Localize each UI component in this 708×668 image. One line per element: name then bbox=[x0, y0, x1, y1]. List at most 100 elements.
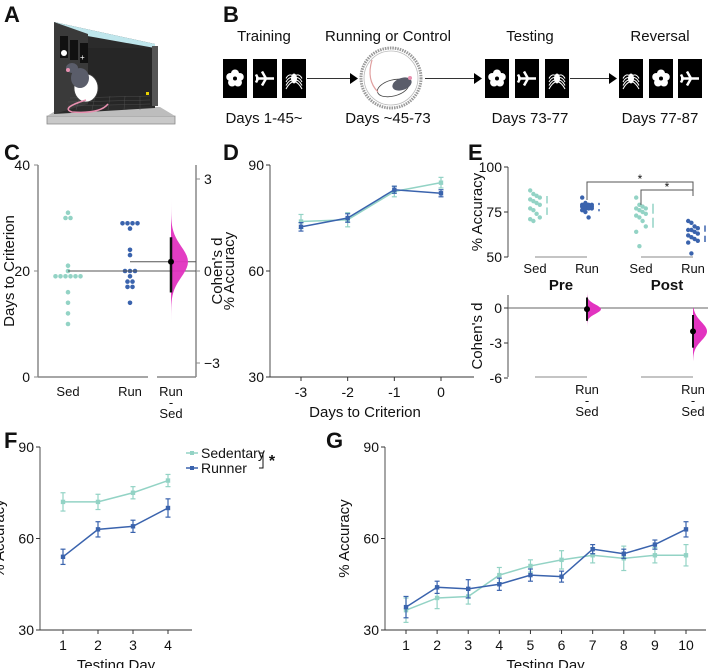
flower-center bbox=[233, 76, 237, 81]
data-point bbox=[580, 208, 585, 213]
flower-icon bbox=[226, 69, 244, 87]
spider-leg bbox=[285, 80, 295, 90]
x-tick-label: 1 bbox=[402, 637, 410, 653]
running-wheel-icon bbox=[359, 46, 423, 110]
effect-y-tick-label: 0 bbox=[494, 300, 502, 316]
svg-text:+: + bbox=[80, 53, 85, 62]
data-point bbox=[120, 221, 125, 226]
data-point bbox=[652, 542, 658, 547]
flower-petal bbox=[495, 78, 504, 87]
flower-center bbox=[659, 76, 663, 81]
series-line-sedentary bbox=[300, 181, 442, 223]
y-axis-label: % Accuracy bbox=[221, 231, 238, 310]
data-point bbox=[65, 311, 71, 316]
data-point bbox=[125, 279, 130, 284]
y-tick-label: 50 bbox=[486, 249, 502, 265]
data-point bbox=[559, 557, 564, 563]
y-axis-label: % Accuracy bbox=[336, 499, 353, 578]
data-point bbox=[528, 572, 533, 578]
data-point bbox=[580, 204, 585, 209]
legend-marker bbox=[190, 466, 194, 470]
data-point bbox=[497, 582, 502, 587]
data-point bbox=[130, 284, 135, 290]
spider-leg bbox=[548, 77, 558, 83]
data-point bbox=[528, 206, 533, 211]
data-point bbox=[583, 200, 588, 206]
significance-star: * bbox=[269, 453, 276, 470]
airplane-shape bbox=[516, 70, 536, 87]
data-point bbox=[580, 195, 585, 200]
series-line-sedentary bbox=[405, 554, 686, 611]
data-point bbox=[63, 274, 68, 279]
y-axis-label: % Accuracy bbox=[469, 172, 486, 251]
right-y-axis-label: Cohen's d bbox=[209, 237, 226, 304]
y-tick-label: 90 bbox=[363, 439, 379, 455]
y-tick-label: 60 bbox=[363, 531, 379, 547]
data-point bbox=[590, 546, 595, 552]
stage-days: Days 77-87 bbox=[621, 110, 699, 127]
data-point bbox=[640, 218, 645, 224]
data-point bbox=[392, 187, 397, 192]
data-point bbox=[534, 200, 539, 206]
spider-icon bbox=[622, 73, 640, 90]
spider-leg bbox=[293, 74, 303, 79]
spider-leg bbox=[293, 77, 303, 83]
x-tick-label: 7 bbox=[589, 637, 597, 653]
flower-petal bbox=[226, 72, 235, 81]
data-point bbox=[640, 204, 645, 209]
effect-label: - bbox=[169, 395, 173, 410]
data-point bbox=[537, 215, 542, 220]
x-tick-label: Run bbox=[681, 261, 705, 276]
spider-leg bbox=[556, 80, 566, 90]
data-point bbox=[559, 574, 564, 579]
panel-label-a: A bbox=[4, 2, 20, 27]
data-point bbox=[583, 209, 588, 215]
data-point bbox=[73, 274, 78, 279]
y-tick-label: 90 bbox=[18, 439, 34, 455]
arrow-head-icon bbox=[609, 73, 617, 84]
data-point bbox=[165, 505, 171, 511]
x-tick-label: 2 bbox=[94, 637, 102, 653]
y-axis-label: Days to Criterion bbox=[1, 215, 18, 327]
wheel-rim bbox=[359, 46, 423, 110]
data-point bbox=[528, 197, 533, 202]
data-point bbox=[637, 208, 642, 213]
effect-label: Sed bbox=[575, 404, 598, 419]
data-point bbox=[637, 215, 642, 220]
data-point bbox=[130, 524, 136, 529]
x-tick-label: 5 bbox=[527, 637, 535, 653]
effect-label: Run bbox=[159, 384, 183, 399]
data-point bbox=[637, 244, 642, 249]
stage-title: Testing bbox=[506, 28, 554, 45]
y-tick-label: 30 bbox=[18, 622, 34, 638]
significance-bracket bbox=[586, 181, 694, 200]
rat-back bbox=[392, 77, 412, 91]
spider-leg bbox=[622, 77, 632, 83]
data-point bbox=[127, 252, 133, 258]
data-point bbox=[590, 553, 595, 558]
group-label-post: Post bbox=[651, 277, 684, 294]
flower-icon bbox=[652, 69, 670, 87]
y-tick-label: 100 bbox=[479, 159, 503, 175]
data-point bbox=[65, 300, 71, 306]
data-point bbox=[127, 226, 133, 231]
significance-bracket bbox=[640, 189, 693, 205]
data-point bbox=[652, 553, 658, 558]
airplane-icon bbox=[679, 70, 699, 87]
x-tick-label: 4 bbox=[164, 637, 172, 653]
x-tick-label: 6 bbox=[558, 637, 566, 653]
data-point bbox=[78, 274, 83, 279]
spider-leg bbox=[630, 79, 640, 86]
effect-label: - bbox=[691, 393, 695, 408]
data-point bbox=[95, 499, 101, 505]
data-point bbox=[65, 289, 71, 295]
data-point bbox=[497, 572, 502, 578]
data-point bbox=[130, 279, 135, 284]
x-tick-label: 8 bbox=[620, 637, 628, 653]
spider-leg bbox=[285, 74, 295, 79]
